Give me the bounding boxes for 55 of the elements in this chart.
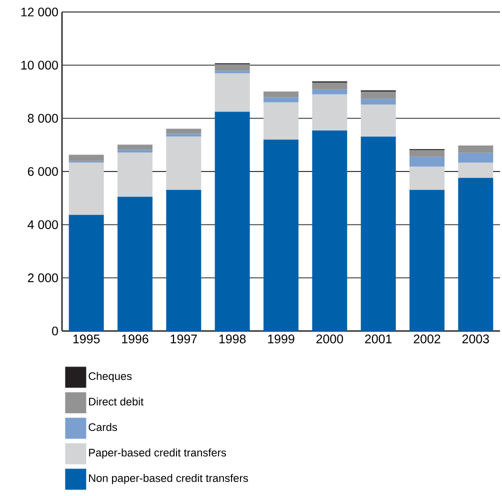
legend-label: Non paper-based credit transfers — [89, 474, 248, 484]
legend-label: Direct debit — [89, 397, 144, 406]
x-tick-label: 2000 — [316, 334, 344, 344]
bar — [458, 162, 494, 178]
bar — [458, 178, 494, 331]
bar — [263, 140, 298, 331]
bar — [312, 94, 348, 131]
bar — [458, 152, 494, 163]
bar — [458, 145, 494, 153]
bar — [68, 214, 104, 331]
bar — [409, 190, 444, 331]
x-tick-label: 1997 — [170, 334, 197, 344]
bar — [118, 152, 152, 197]
y-tick-label: 0 — [52, 326, 58, 336]
bar — [214, 112, 250, 331]
bar — [360, 91, 396, 99]
y-tick-label: 6 000 — [28, 167, 58, 176]
bar — [118, 196, 152, 331]
bar — [409, 156, 444, 167]
x-tick-label: 2001 — [365, 334, 392, 344]
bar — [166, 128, 202, 134]
bar — [214, 73, 250, 112]
x-tick-label: 2003 — [462, 334, 489, 344]
bar — [263, 97, 298, 102]
bar — [166, 190, 202, 331]
bar — [409, 166, 444, 190]
bar — [312, 130, 348, 331]
bar — [118, 150, 152, 153]
legend-label: Cards — [88, 422, 118, 432]
bar — [68, 154, 104, 161]
bar — [118, 144, 152, 150]
bar — [360, 136, 396, 331]
y-tick-label: 12 000 — [21, 8, 58, 16]
y-tick-label: 2 000 — [28, 273, 58, 282]
bar — [214, 70, 250, 74]
y-tick-label: 4 000 — [28, 220, 58, 230]
bar — [312, 82, 348, 90]
bar — [360, 104, 396, 137]
x-tick-label: 2002 — [414, 334, 440, 344]
x-tick-label: 1996 — [122, 334, 148, 344]
x-tick-label: 1995 — [73, 334, 100, 344]
legend-label: Paper-based credit transfers — [89, 448, 226, 459]
bar — [166, 136, 202, 190]
bar — [312, 89, 348, 94]
bar — [409, 150, 444, 157]
x-tick-label: 1999 — [268, 334, 294, 344]
bar — [68, 162, 104, 215]
bar — [214, 64, 250, 71]
bar — [263, 102, 298, 140]
legend-label: Cheques — [88, 372, 132, 382]
x-tick-label: 1998 — [219, 334, 246, 344]
y-tick-label: 10 000 — [21, 60, 58, 70]
bar — [360, 98, 396, 105]
y-tick-label: 8 000 — [28, 114, 58, 123]
bar — [263, 91, 298, 98]
